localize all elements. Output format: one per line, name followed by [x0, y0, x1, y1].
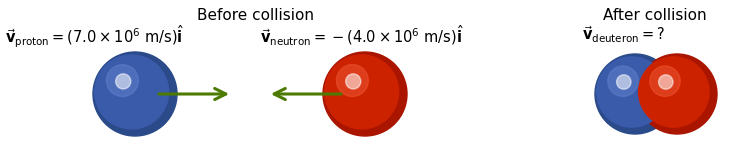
- Text: Before collision: Before collision: [197, 8, 313, 23]
- Circle shape: [323, 52, 407, 136]
- Circle shape: [638, 57, 709, 127]
- Circle shape: [107, 65, 138, 97]
- Text: After collision: After collision: [603, 8, 707, 23]
- Circle shape: [596, 57, 667, 127]
- Circle shape: [617, 75, 631, 89]
- Circle shape: [324, 55, 399, 129]
- Circle shape: [659, 75, 673, 89]
- Circle shape: [608, 66, 638, 96]
- Text: $\vec{\mathbf{v}}_{\mathrm{neutron}} = -(4.0 \times 10^6\ \mathrm{m/s})\hat{\mat: $\vec{\mathbf{v}}_{\mathrm{neutron}} = -…: [260, 24, 464, 48]
- Text: $\vec{\mathbf{v}}_{\mathrm{deuteron}} = ?$: $\vec{\mathbf{v}}_{\mathrm{deuteron}} = …: [582, 24, 665, 45]
- Circle shape: [650, 66, 680, 96]
- Text: $\vec{\mathbf{v}}_{\mathrm{proton}} = (7.0 \times 10^6\ \mathrm{m/s})\hat{\mathb: $\vec{\mathbf{v}}_{\mathrm{proton}} = (7…: [5, 24, 185, 50]
- Circle shape: [345, 74, 360, 89]
- Circle shape: [595, 54, 675, 134]
- Circle shape: [95, 55, 169, 129]
- Circle shape: [93, 52, 177, 136]
- Circle shape: [116, 74, 131, 89]
- Circle shape: [637, 54, 717, 134]
- Circle shape: [336, 65, 368, 97]
